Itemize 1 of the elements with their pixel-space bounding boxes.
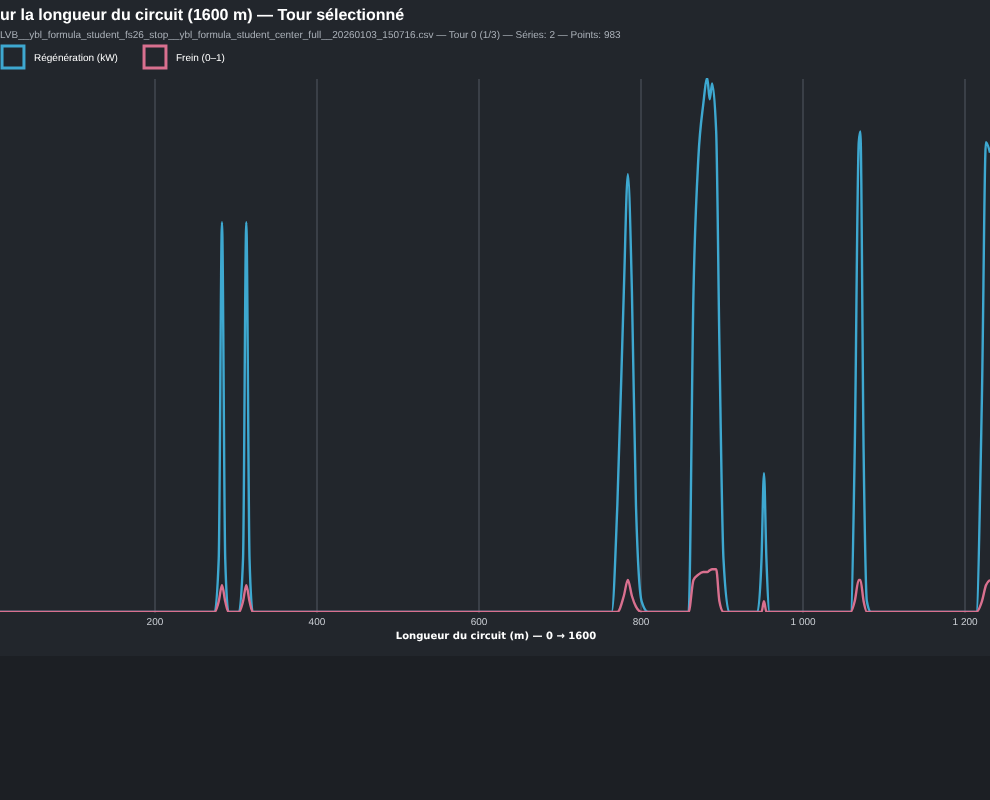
chart-title: ur la longueur du circuit (1600 m) — Tour sélectionné [0, 6, 406, 24]
